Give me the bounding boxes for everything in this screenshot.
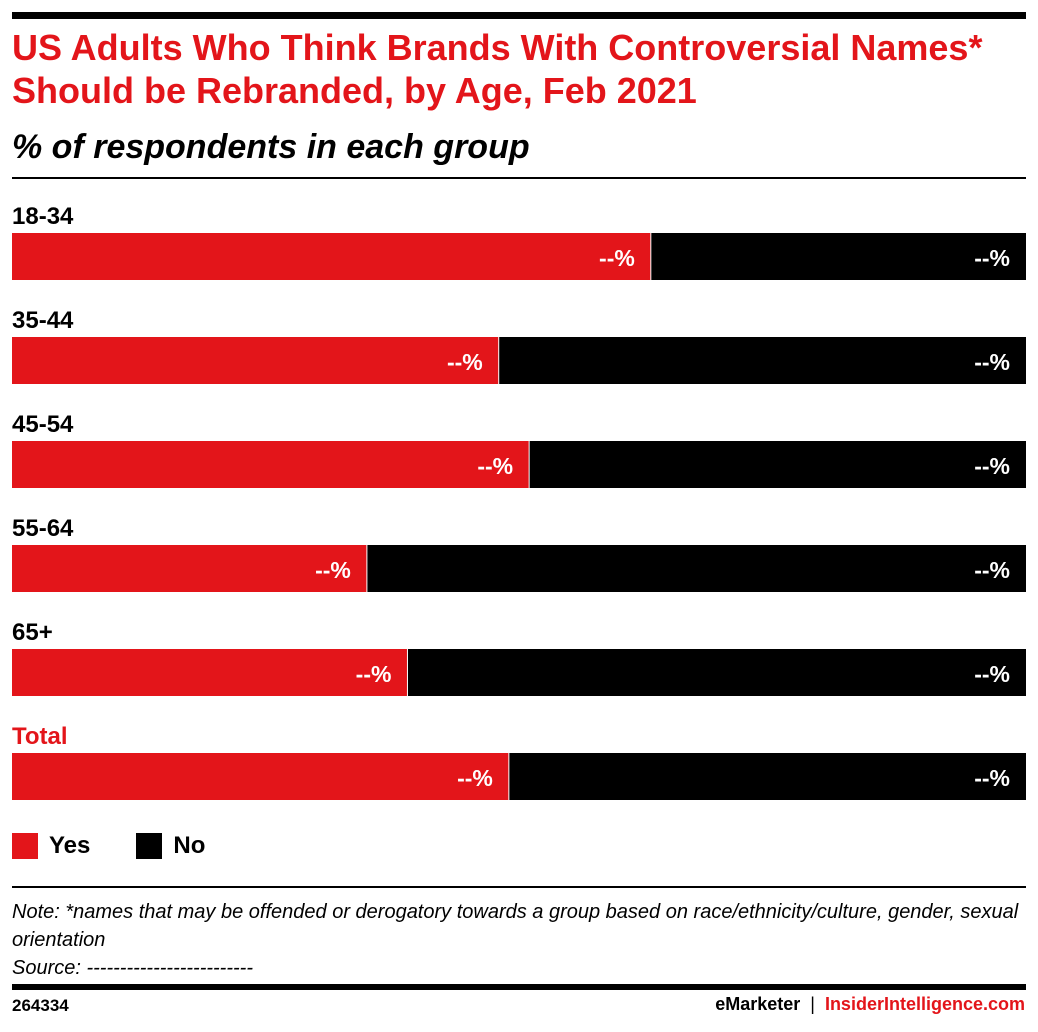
top-rule — [12, 12, 1026, 19]
brand-credit: eMarketer | InsiderIntelligence.com — [715, 994, 1025, 1015]
note-rule — [12, 886, 1026, 888]
bar-yes-45-54 — [12, 441, 530, 488]
data-label-yes-18-34: --% — [599, 245, 635, 271]
data-label-yes-35-44: --% — [447, 349, 483, 375]
bar-row-55-64: 55-64 --% --% — [12, 515, 1026, 592]
bar-no-total — [508, 753, 1026, 800]
brand-insider-intelligence: InsiderIntelligence.com — [824, 994, 1025, 1014]
bar-no-55-64 — [366, 545, 1026, 592]
bar-no-65 — [407, 649, 1027, 696]
legend-label-yes: Yes — [49, 832, 91, 859]
bar-no-45-54 — [529, 441, 1026, 488]
data-label-no-total: --% — [974, 765, 1010, 791]
data-label-no-18-34: --% — [974, 245, 1010, 271]
data-label-yes-45-54: --% — [477, 453, 513, 479]
bar-row-65: 65+ --% --% — [12, 619, 1027, 696]
brand-separator: | — [810, 994, 815, 1014]
bar-yes-55-64 — [12, 545, 367, 592]
category-label-total: Total — [12, 723, 68, 750]
chart-subtitle: % of respondents in each group — [12, 128, 530, 166]
bar-row-total: Total --% --% — [12, 723, 1026, 800]
legend: Yes No — [12, 832, 251, 860]
bar-yes-35-44 — [12, 337, 499, 384]
stacked-bar-chart: 18-34 --% --% 35-44 --% --% 45-54 --% --% 55-64 --… — [12, 203, 1027, 800]
data-label-no-35-44: --% — [974, 349, 1010, 375]
bar-yes-total — [12, 753, 509, 800]
subtitle-rule — [12, 177, 1026, 179]
category-label-65: 65+ — [12, 619, 53, 646]
source-text: Source: ------------------------- — [12, 957, 253, 979]
legend-item-no: No — [136, 832, 205, 860]
brand-emarketer: eMarketer — [715, 994, 801, 1014]
legend-swatch-yes — [12, 833, 38, 859]
bar-no-18-34 — [650, 233, 1026, 280]
data-label-yes-total: --% — [457, 765, 493, 791]
bar-row-35-44: 35-44 --% --% — [12, 307, 1027, 384]
legend-swatch-no — [136, 833, 163, 859]
data-label-no-45-54: --% — [974, 453, 1010, 479]
data-label-yes-55-64: --% — [315, 557, 351, 583]
category-label-35-44: 35-44 — [12, 307, 74, 334]
category-label-45-54: 45-54 — [12, 411, 74, 438]
legend-item-yes: Yes — [12, 832, 90, 860]
bar-no-35-44 — [498, 337, 1027, 384]
bar-yes-65 — [12, 649, 408, 696]
category-label-55-64: 55-64 — [12, 515, 74, 542]
chart-title: US Adults Who Think Brands With Controve… — [12, 27, 983, 111]
bar-row-18-34: 18-34 --% --% — [12, 203, 1026, 280]
bar-yes-18-34 — [12, 233, 651, 280]
data-label-no-55-64: --% — [974, 557, 1010, 583]
footer-rule — [12, 984, 1026, 990]
bar-row-45-54: 45-54 --% --% — [12, 411, 1026, 488]
category-label-18-34: 18-34 — [12, 203, 74, 230]
note-text: Note: *names that may be offended or der… — [12, 901, 1019, 951]
legend-label-no: No — [173, 832, 206, 859]
chart-notes: Note: *names that may be offended or der… — [12, 898, 1022, 982]
chart-id: 264334 — [12, 996, 69, 1015]
data-label-yes-65: --% — [356, 661, 392, 687]
data-label-no-65: --% — [974, 661, 1010, 687]
